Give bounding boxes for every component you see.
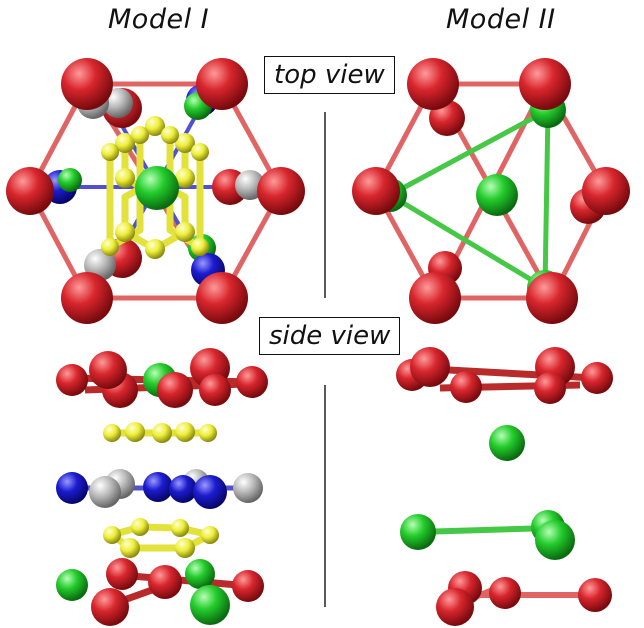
model-2-title: Model II (446, 4, 556, 35)
model-1-side-view (56, 348, 268, 626)
model-2-side-view (396, 347, 613, 626)
top-view-label: top view (264, 56, 395, 94)
side-view-label: side view (259, 317, 401, 355)
model-1-top-view (6, 58, 305, 324)
model-2-top-view (352, 58, 630, 324)
model-1-title: Model I (108, 4, 210, 35)
